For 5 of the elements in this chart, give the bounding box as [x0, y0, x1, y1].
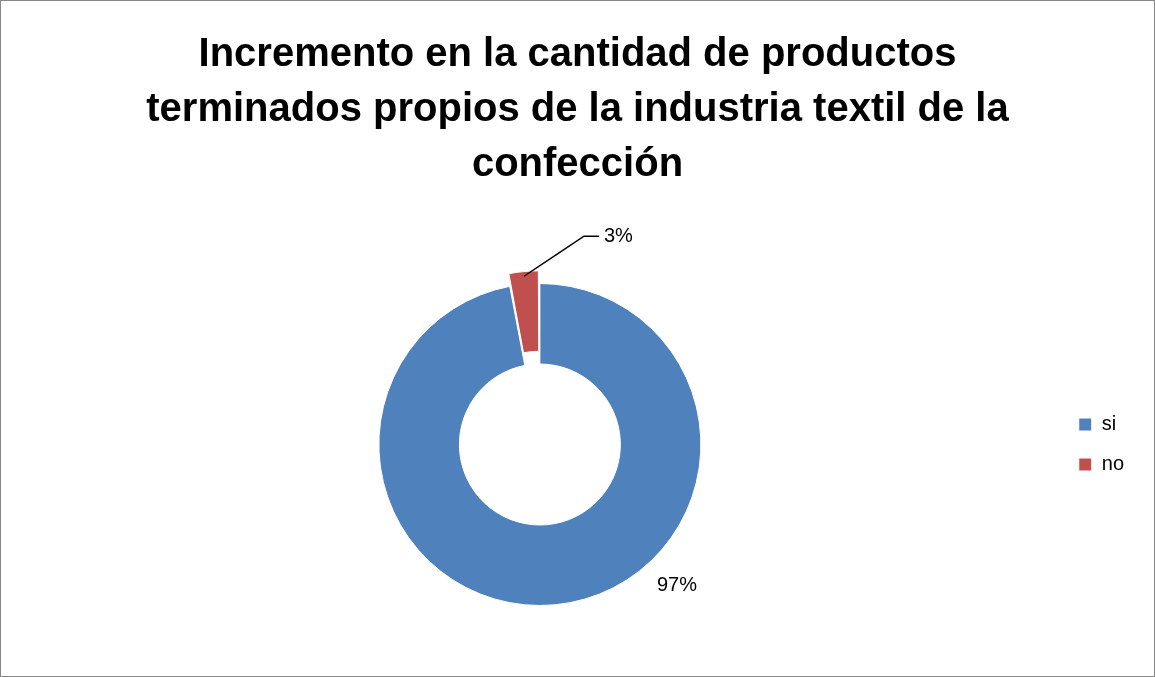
chart-title: Incremento en la cantidad de productos terminados propios de la industria textil de la confección — [145, 29, 1010, 186]
legend-label: no — [1101, 452, 1124, 475]
legend-label: si — [1101, 412, 1117, 435]
data-label: 97% — [656, 572, 698, 595]
data-label: 3% — [603, 223, 634, 246]
